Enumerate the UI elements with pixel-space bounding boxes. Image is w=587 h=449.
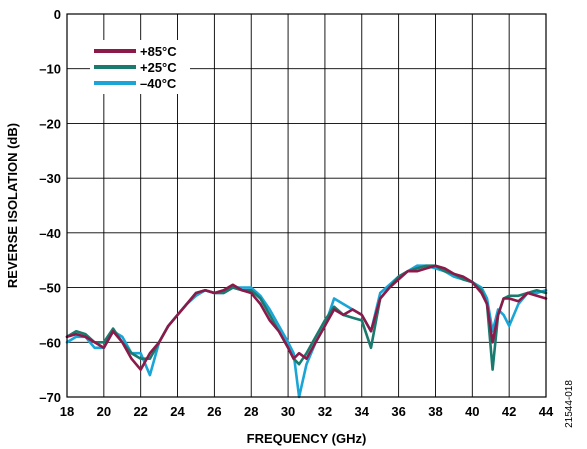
y-tick-label: –50: [39, 281, 61, 296]
y-tick-label: 0: [54, 7, 61, 22]
legend-label: +25°C: [140, 60, 177, 75]
y-tick-labels: 0 –10 –20 –30 –40 –50 –60 –70: [39, 7, 61, 405]
figure-id: 21544-018: [564, 380, 575, 428]
x-tick-labels: 18 20 22 24 26 28 30 32 34 36 38 40 42 44: [60, 404, 554, 419]
x-tick-label: 18: [60, 404, 74, 419]
legend-label: –40°C: [140, 76, 177, 91]
y-tick-label: –20: [39, 116, 61, 131]
x-tick-label: 36: [391, 404, 405, 419]
x-tick-label: 28: [244, 404, 258, 419]
series-line: [65, 264, 548, 371]
legend: +85°C+25°C–40°C: [90, 40, 190, 94]
y-tick-label: –40: [39, 226, 61, 241]
x-tick-label: 20: [97, 404, 111, 419]
x-axis-title: FREQUENCY (GHz): [247, 431, 367, 446]
x-tick-label: 30: [281, 404, 295, 419]
series-lines: [65, 264, 548, 399]
y-axis-title: REVERSE ISOLATION (dB): [5, 123, 20, 288]
x-tick-label: 42: [502, 404, 516, 419]
x-tick-label: 40: [465, 404, 479, 419]
y-tick-label: –60: [39, 335, 61, 350]
series-line: [65, 264, 548, 371]
legend-label: +85°C: [140, 44, 177, 59]
x-tick-label: 22: [133, 404, 147, 419]
x-tick-label: 34: [355, 404, 370, 419]
y-tick-label: –10: [39, 62, 61, 77]
x-tick-label: 44: [539, 404, 554, 419]
x-tick-label: 24: [170, 404, 185, 419]
x-tick-label: 32: [318, 404, 332, 419]
y-tick-label: –70: [39, 390, 61, 405]
plot-frame: [66, 13, 547, 398]
x-tick-label: 26: [207, 404, 221, 419]
x-tick-label: 38: [428, 404, 442, 419]
y-tick-label: –30: [39, 171, 61, 186]
series-line: [65, 264, 548, 399]
